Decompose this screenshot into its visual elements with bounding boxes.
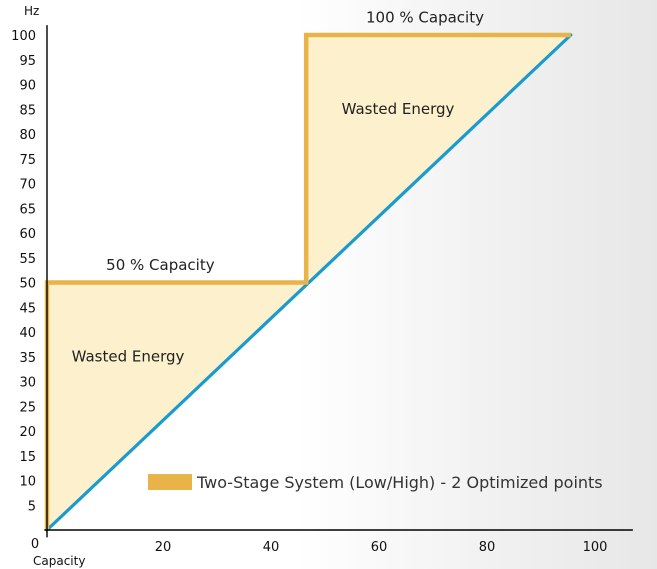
y-tick-label: 20 xyxy=(19,425,36,440)
annotation-label: 100 % Capacity xyxy=(366,9,484,27)
y-tick-label: 65 xyxy=(19,202,36,217)
linear-capacity-line xyxy=(45,33,573,532)
y-tick-label: 90 xyxy=(19,79,36,94)
x-tick-label: 100 xyxy=(583,540,608,555)
y-tick-label: 80 xyxy=(19,128,36,143)
x-tick-label: 40 xyxy=(263,540,280,555)
y-tick-label: 95 xyxy=(19,54,36,69)
y-tick-label: 50 xyxy=(19,277,36,292)
y-tick-label: 55 xyxy=(19,252,36,267)
x-tick-label: 0 xyxy=(31,537,39,552)
y-tick-label: 40 xyxy=(19,326,36,341)
y-tick-label: 35 xyxy=(19,351,36,366)
annotation-label: Wasted Energy xyxy=(72,348,185,366)
y-axis-title: Hz xyxy=(24,4,39,18)
y-tick-label: 10 xyxy=(19,475,36,490)
y-tick-label: 25 xyxy=(19,400,36,415)
y-tick-label: 100 xyxy=(11,29,36,44)
legend-swatch xyxy=(148,474,192,490)
y-tick-label: 15 xyxy=(19,450,36,465)
annotation-label: Wasted Energy xyxy=(342,100,455,118)
x-tick-label: 80 xyxy=(479,540,496,555)
y-tick-label: 85 xyxy=(19,103,36,118)
y-tick-label: 45 xyxy=(19,301,36,316)
y-tick-label: 75 xyxy=(19,153,36,168)
y-tick-label: 70 xyxy=(19,178,36,193)
x-axis-title: Capacity xyxy=(33,554,85,568)
x-tick-label: 60 xyxy=(371,540,388,555)
legend-label: Two-Stage System (Low/High) - 2 Optimize… xyxy=(196,473,603,492)
annotation-label: 50 % Capacity xyxy=(106,256,215,274)
x-tick-label: 20 xyxy=(155,540,172,555)
y-tick-label: 30 xyxy=(19,376,36,391)
y-tick-label: 5 xyxy=(28,499,36,514)
y-tick-label: 60 xyxy=(19,227,36,242)
